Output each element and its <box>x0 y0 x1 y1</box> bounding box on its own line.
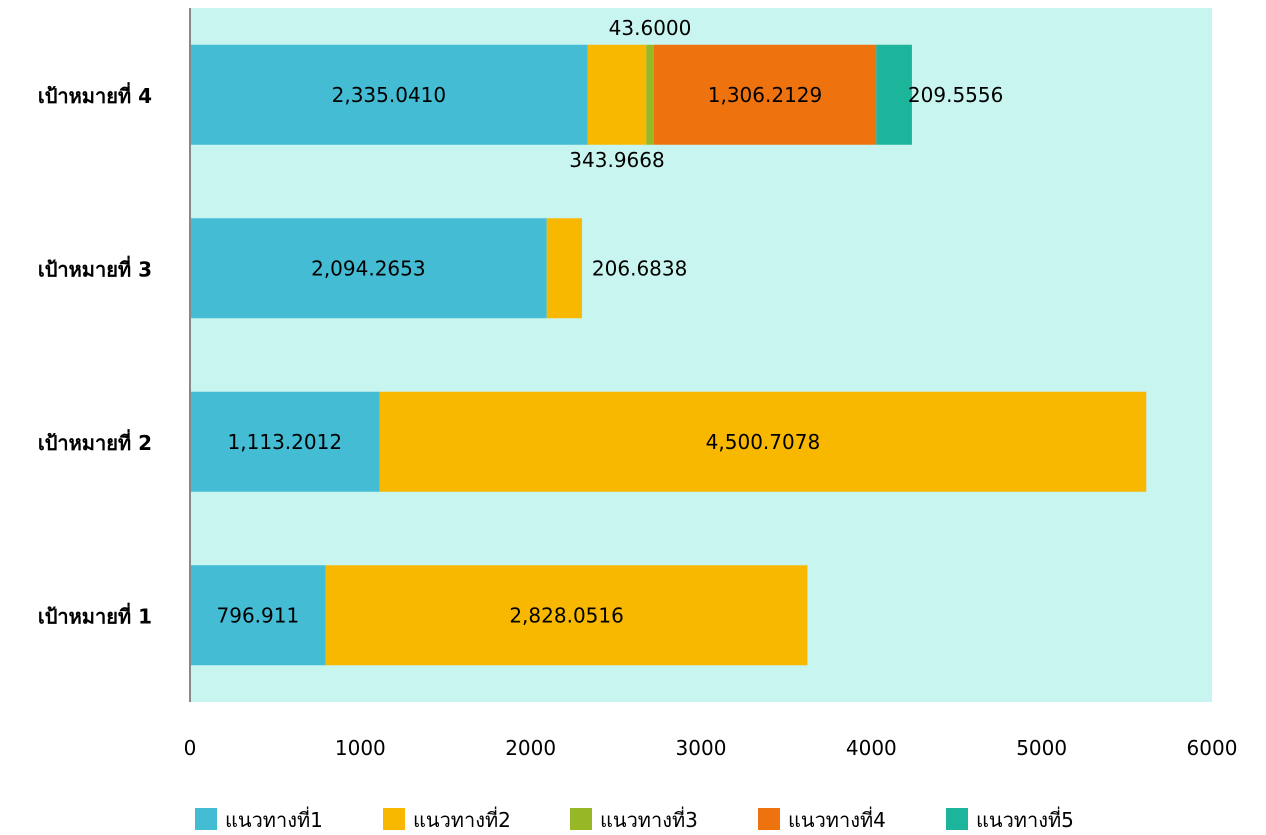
x-tick-label: 6000 <box>1187 736 1238 760</box>
bars-group <box>190 44 1147 666</box>
x-tick-label: 4000 <box>846 736 897 760</box>
legend-swatch <box>570 808 592 830</box>
category-label: เป้าหมายที่ 2 <box>38 428 152 455</box>
category-label: เป้าหมายที่ 1 <box>38 601 152 628</box>
legend: แนวทางที่1 แนวทางที่2 แนวทางที่3 แนวทางที่4… <box>195 806 1074 832</box>
data-label: 206.6838 <box>592 256 687 280</box>
category-label: เป้าหมายที่ 4 <box>38 81 152 108</box>
category-labels: เป้าหมายที่ 1 เป้าหมายที่ 2 เป้าหมายที่ 3 เ… <box>38 81 152 629</box>
x-tick-label: 1000 <box>335 736 386 760</box>
bar-segment <box>325 565 808 666</box>
data-label: 1,113.2012 <box>228 430 343 454</box>
data-label: 209.5556 <box>908 83 1003 107</box>
legend-label: แนวทางที่2 <box>413 806 511 832</box>
legend-swatch <box>195 808 217 830</box>
bar-segment <box>653 44 877 145</box>
legend-label: แนวทางที่5 <box>976 806 1074 832</box>
data-label: 2,094.2653 <box>311 256 426 280</box>
data-label: 796.911 <box>217 603 300 627</box>
legend-swatch <box>758 808 780 830</box>
bar-segment <box>646 44 654 145</box>
bar-segment <box>876 44 912 145</box>
data-label: 2,335.0410 <box>332 83 447 107</box>
bar-segment <box>190 44 588 145</box>
x-tick-label: 0 <box>184 736 197 760</box>
bar-segment <box>190 391 380 492</box>
bar-segment <box>190 565 326 666</box>
bar-segment <box>546 218 582 319</box>
x-tick-label: 5000 <box>1016 736 1067 760</box>
bar-segment <box>587 44 647 145</box>
bar-segment <box>190 218 547 319</box>
legend-swatch <box>946 808 968 830</box>
category-label: เป้าหมายที่ 3 <box>38 254 152 281</box>
x-tick-label: 2000 <box>505 736 556 760</box>
data-label: 4,500.7078 <box>706 430 821 454</box>
legend-label: แนวทางที่4 <box>788 806 886 832</box>
data-label: 343.9668 <box>569 148 664 172</box>
legend-label: แนวทางที่3 <box>600 806 698 832</box>
data-labels-group: 796.911 2,828.0516 1,113.2012 4,500.7078 2,0… <box>217 16 1004 628</box>
legend-label: แนวทางที่1 <box>225 806 323 832</box>
data-label: 1,306.2129 <box>708 83 823 107</box>
legend-swatch <box>383 808 405 830</box>
x-tick-label: 3000 <box>676 736 727 760</box>
data-label: 43.6000 <box>609 16 692 40</box>
data-label: 2,828.0516 <box>509 603 624 627</box>
bar-segment <box>379 391 1147 492</box>
x-axis-ticks: 0 1000 2000 3000 4000 5000 6000 <box>184 736 1238 760</box>
